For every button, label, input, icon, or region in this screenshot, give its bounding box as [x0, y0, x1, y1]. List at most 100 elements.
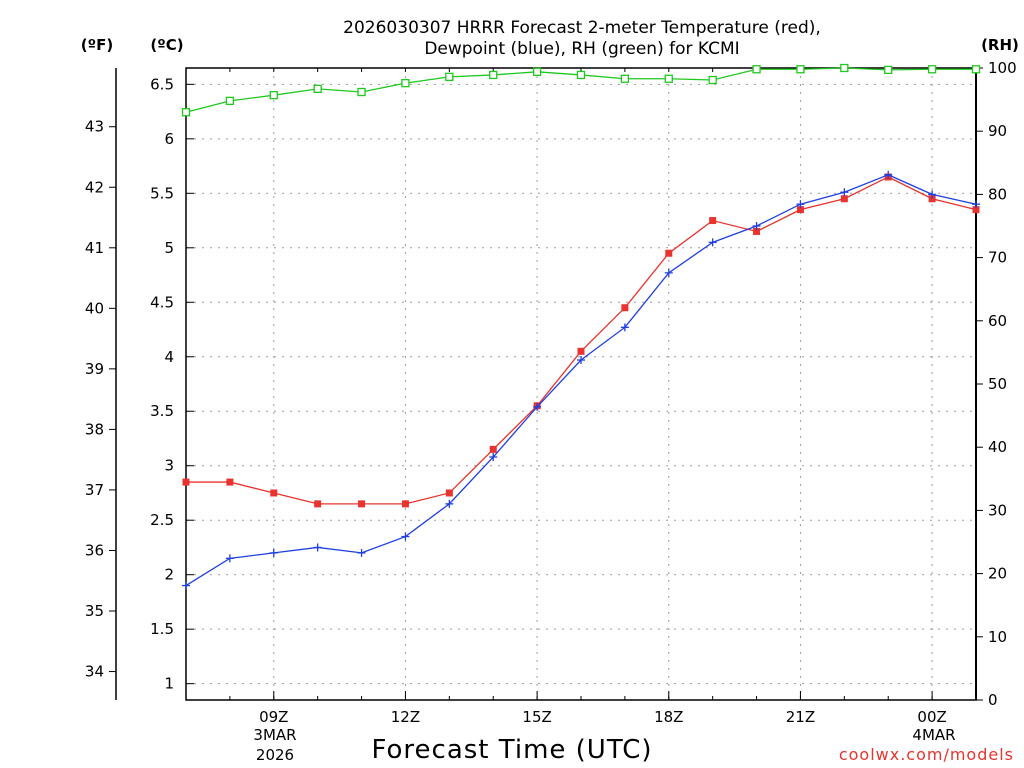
fahrenheit-tick-label: 43: [85, 118, 104, 136]
rh-tick-label: 0: [988, 691, 998, 709]
fahrenheit-unit-label: (ºF): [81, 36, 113, 54]
dewpoint-point: [884, 170, 893, 179]
rh-point: [313, 84, 322, 94]
temperature-point: [401, 500, 409, 508]
temperature-point: [840, 195, 848, 203]
dewpoint-point: [972, 200, 980, 209]
rh-point: [796, 65, 805, 74]
celsius-tick-label: 2.5: [150, 511, 174, 529]
celsius-tick-label: 4.5: [150, 293, 174, 311]
x-tick-label: 21Z: [786, 708, 815, 726]
fahrenheit-tick-label: 41: [85, 239, 104, 257]
chart-title-line-1: 2026030307 HRRR Forecast 2-meter Tempera…: [343, 18, 821, 38]
rh-tick-label: 40: [988, 438, 1007, 456]
rh-point: [620, 74, 630, 83]
chart-title-line-2: Dewpoint (blue), RH (green) for KCMI: [424, 39, 739, 59]
rh-point: [445, 72, 454, 81]
dewpoint-point: [840, 188, 849, 197]
x-tick-label: 09Z: [259, 708, 288, 726]
rh-tick-label: 20: [988, 565, 1007, 583]
dewpoint-point: [796, 200, 805, 209]
fahrenheit-tick-label: 37: [85, 481, 104, 499]
rh-tick-label: 70: [988, 249, 1007, 267]
temperature-series-line: [186, 176, 977, 505]
temperature-point: [445, 489, 453, 497]
rh-tick-label: 60: [988, 312, 1007, 330]
fahrenheit-tick-label: 35: [85, 602, 104, 620]
rh-point: [532, 67, 542, 76]
celsius-tick-label: 5.5: [150, 184, 174, 202]
rh-point: [884, 65, 893, 75]
fahrenheit-tick-label: 36: [85, 541, 104, 559]
celsius-tick-label: 4: [164, 348, 174, 366]
celsius-tick-label: 1.5: [150, 620, 174, 638]
temperature-point: [665, 249, 673, 257]
dewpoint-point: [620, 323, 629, 332]
x-tick-label: 12Z: [391, 708, 420, 726]
celsius-tick-label: 3.5: [150, 402, 174, 420]
rh-point: [840, 63, 849, 73]
dewpoint-point: [577, 356, 585, 365]
rh-point: [357, 87, 366, 97]
dewpoint-point: [313, 543, 322, 552]
dewpoint-point: [928, 190, 937, 199]
celsius-tick-label: 2: [164, 566, 174, 584]
temperature-point: [358, 500, 366, 508]
fahrenheit-tick-label: 42: [85, 178, 104, 196]
fahrenheit-tick-label: 40: [85, 299, 104, 317]
rh-tick-label: 100: [988, 59, 1017, 77]
celsius-tick-label: 1: [164, 675, 174, 693]
dewpoint-series-line: [185, 174, 977, 587]
rh-tick-label: 90: [988, 122, 1007, 140]
x-tick-label: 18Z: [654, 708, 683, 726]
rh-point: [489, 70, 498, 80]
start-date-label: 3MAR: [253, 726, 296, 744]
rh-point: [576, 70, 586, 80]
celsius-tick-label: 3: [164, 457, 174, 475]
rh-point: [664, 74, 673, 83]
dewpoint-point: [752, 222, 761, 230]
rh-point: [708, 75, 717, 85]
temperature-point: [972, 206, 980, 214]
end-date-label: 4MAR: [912, 726, 955, 744]
rh-tick-label: 80: [988, 185, 1007, 203]
rh-tick-label: 50: [988, 375, 1007, 393]
dewpoint-point: [225, 554, 234, 563]
dewpoint-point: [357, 548, 366, 557]
temperature-point: [489, 445, 497, 453]
dewpoint-point: [401, 532, 410, 541]
celsius-unit-label: (ºC): [150, 36, 183, 54]
temperature-point: [577, 347, 585, 355]
x-tick-label: 00Z: [917, 708, 946, 726]
rh-point: [181, 108, 191, 117]
rh-point: [971, 65, 981, 74]
rh-point: [401, 79, 410, 88]
celsius-tick-label: 5: [164, 239, 174, 257]
dewpoint-point: [664, 268, 673, 277]
dewpoint-point: [489, 453, 498, 462]
rh-point: [269, 91, 278, 100]
rh-tick-label: 10: [988, 628, 1007, 646]
dewpoint-point: [708, 238, 717, 247]
plot-frame: [185, 67, 977, 701]
temperature-point: [226, 478, 234, 486]
temperature-point: [928, 195, 936, 203]
temperature-point: [621, 304, 629, 312]
rh-unit-label: (RH): [981, 36, 1019, 54]
start-year-label: 2026: [256, 746, 294, 764]
x-axis-label: Forecast Time (UTC): [371, 735, 652, 765]
dewpoint-point: [445, 499, 454, 508]
fahrenheit-tick-label: 38: [85, 420, 104, 438]
celsius-tick-label: 6: [164, 130, 174, 148]
axes: 09Z 12Z 15Z 18Z 21Z 00Z 1 1.5 2 2.5 3 3.5 4 4.5 5 5.5 6 6…: [85, 59, 1017, 726]
rh-point: [752, 65, 761, 74]
temperature-point: [753, 227, 761, 235]
temperature-point: [182, 478, 190, 486]
dewpoint-point: [182, 581, 190, 590]
series-layer: [181, 63, 981, 590]
dewpoint-point: [533, 402, 542, 411]
celsius-tick-label: 6.5: [150, 75, 174, 93]
dewpoint-point: [269, 548, 278, 557]
watermark: coolwx.com/models: [839, 745, 1014, 764]
